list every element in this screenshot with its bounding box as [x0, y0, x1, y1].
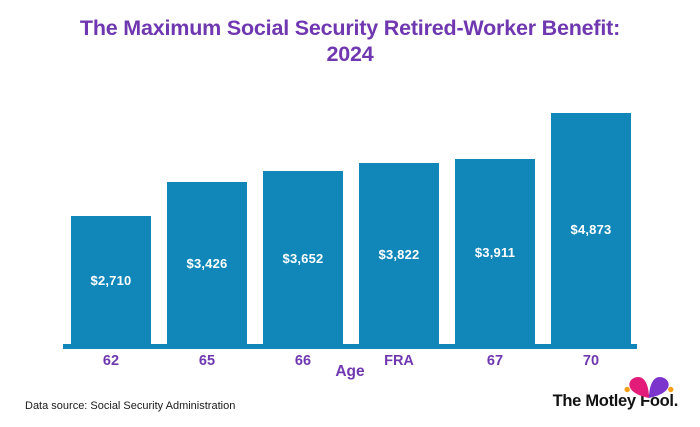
- chart-title-line-1: The Maximum Social Security Retired-Work…: [79, 16, 621, 40]
- x-tick-67: 67: [486, 353, 504, 369]
- bar-value-label: $2,710: [90, 273, 132, 288]
- bar-value-label: $3,652: [282, 250, 324, 266]
- hat-left-bell: [624, 386, 630, 393]
- jester-hat-icon: [624, 377, 674, 398]
- bar-66: $3,652: [263, 171, 343, 345]
- bar-62: $2,710: [71, 216, 151, 345]
- plot-area: $2,710 $3,426 $3,652 $3,822 $3,911 $4,873: [63, 113, 637, 345]
- bar-value-label: $3,911: [474, 244, 516, 260]
- x-ticks: 62 65 66 FRA 67 70: [63, 353, 637, 369]
- data-source-note: Data source: Social Security Administrat…: [25, 400, 236, 412]
- hat-right-lobe: [649, 377, 669, 398]
- x-tick-66: 66: [294, 353, 312, 369]
- x-tick-FRA: FRA: [384, 353, 414, 369]
- bar-70: $4,873: [551, 113, 631, 345]
- hat-left-lobe: [629, 377, 649, 398]
- x-tick-65: 65: [198, 353, 216, 369]
- bar-65: $3,426: [167, 182, 247, 345]
- chart-title-line-2: 2024: [326, 42, 374, 66]
- x-tick-70: 70: [582, 353, 600, 369]
- chart-title: The Maximum Social Security Retired-Work…: [0, 15, 700, 67]
- hat-right-bell: [668, 386, 674, 393]
- x-axis-title: Age: [335, 363, 365, 380]
- motley-fool-logo: The Motley Fool.: [553, 377, 678, 414]
- bar-67: $3,911: [455, 159, 535, 345]
- x-tick-62: 62: [102, 353, 120, 369]
- bar-value-label: $4,873: [570, 221, 612, 237]
- bar-FRA: $3,822: [359, 163, 439, 345]
- bar-value-label: $3,426: [186, 256, 228, 271]
- bar-value-label: $3,822: [378, 246, 420, 262]
- x-axis-line: [63, 344, 637, 349]
